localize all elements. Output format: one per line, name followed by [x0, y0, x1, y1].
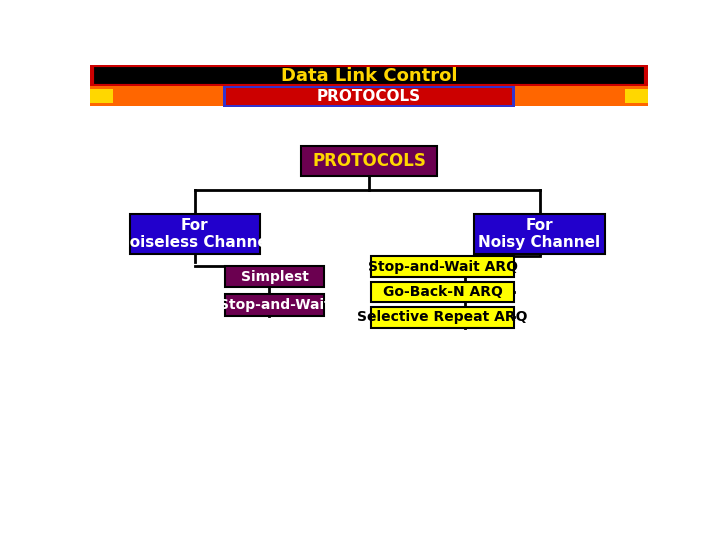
FancyBboxPatch shape	[225, 88, 513, 105]
Text: Stop-and-Wait ARQ: Stop-and-Wait ARQ	[368, 260, 518, 274]
Text: Stop-and-Wait: Stop-and-Wait	[219, 298, 330, 312]
Text: PROTOCOLS: PROTOCOLS	[312, 152, 426, 170]
FancyBboxPatch shape	[301, 146, 437, 176]
FancyBboxPatch shape	[225, 266, 324, 287]
FancyBboxPatch shape	[90, 86, 648, 106]
FancyBboxPatch shape	[625, 89, 648, 103]
FancyBboxPatch shape	[90, 89, 113, 103]
FancyBboxPatch shape	[130, 214, 260, 254]
Text: Simplest: Simplest	[240, 269, 308, 284]
FancyBboxPatch shape	[371, 307, 514, 328]
FancyBboxPatch shape	[371, 281, 514, 302]
FancyBboxPatch shape	[474, 214, 605, 254]
Text: PROTOCOLS: PROTOCOLS	[317, 89, 421, 104]
Text: Data Link Control: Data Link Control	[281, 66, 457, 85]
FancyBboxPatch shape	[223, 85, 515, 107]
Text: Selective Repeat ARQ: Selective Repeat ARQ	[357, 310, 528, 325]
Text: For
Noisy Channel: For Noisy Channel	[478, 218, 600, 251]
Text: For
Noiseless Channel: For Noiseless Channel	[117, 218, 273, 251]
Text: Go-Back-N ARQ: Go-Back-N ARQ	[383, 285, 503, 299]
FancyBboxPatch shape	[225, 294, 324, 316]
FancyBboxPatch shape	[91, 65, 647, 86]
FancyBboxPatch shape	[371, 256, 514, 277]
